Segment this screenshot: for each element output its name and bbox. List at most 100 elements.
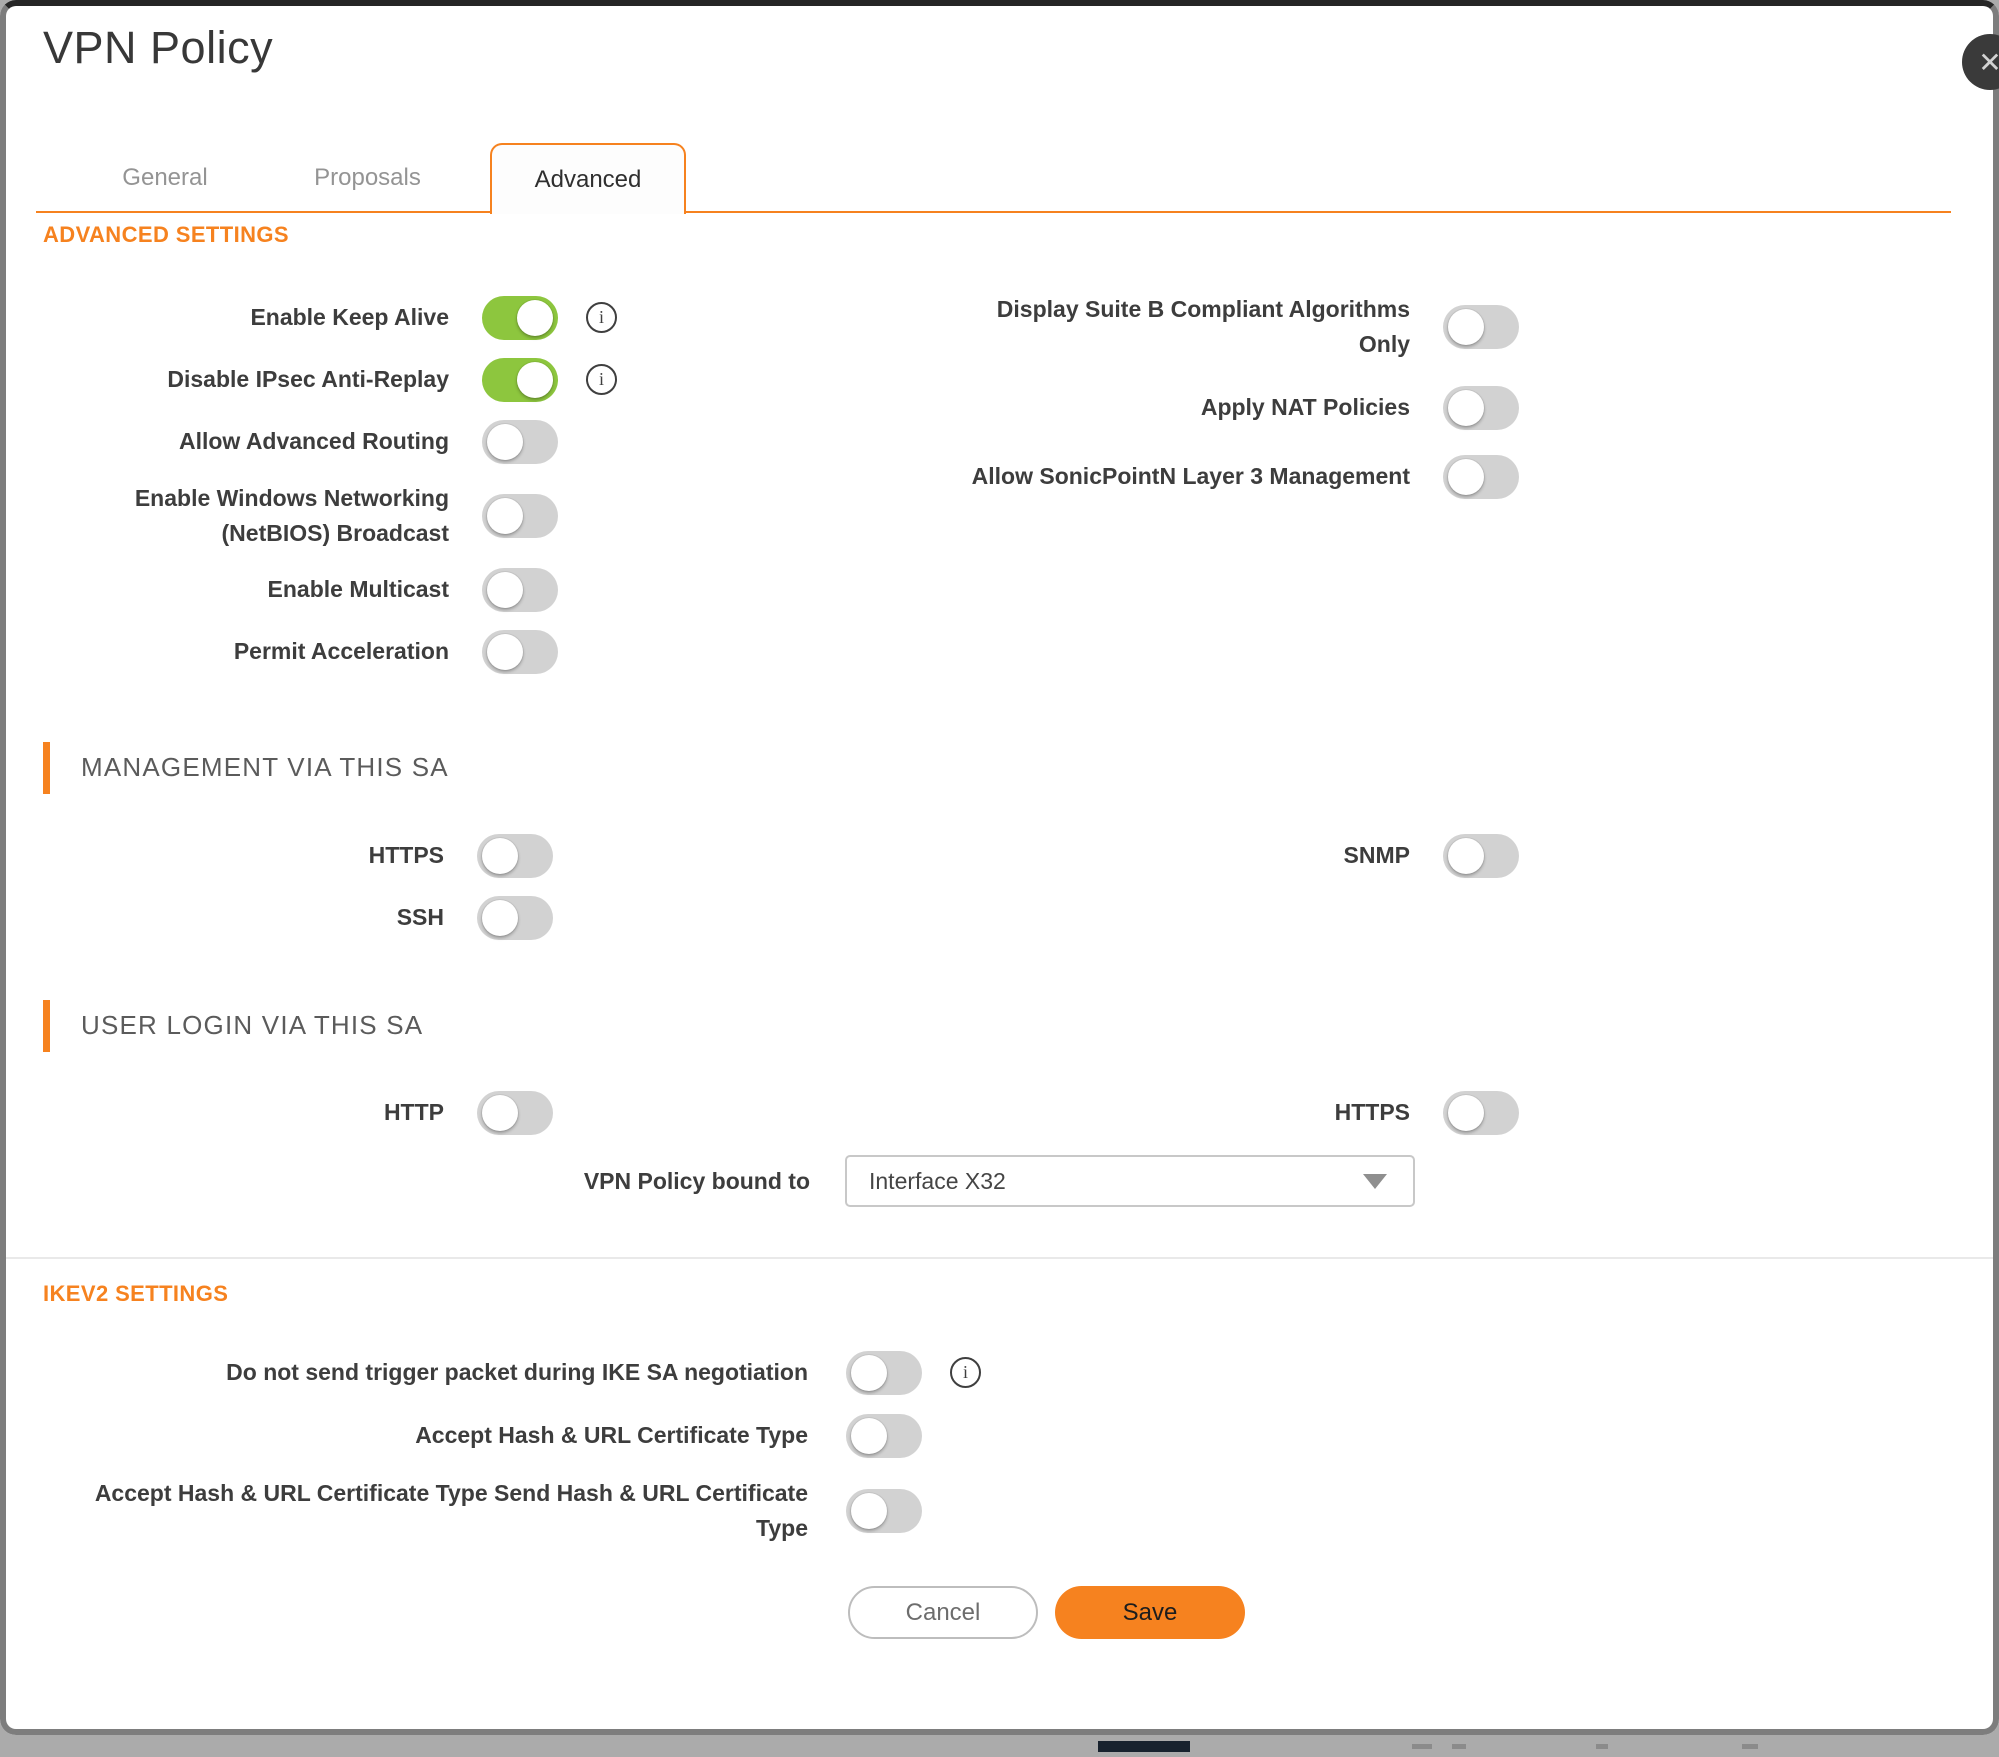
toggle-row: Do not send trigger packet during IKE SA… [43,1350,982,1395]
accept-hash-url-cert-toggle[interactable] [846,1413,922,1458]
toggle-label: Display Suite B Compliant Algorithms Onl… [996,296,1410,357]
toggle-label: Disable IPsec Anti-Replay [167,366,449,393]
user-login-sa-section-heading: USER LOGIN VIA THIS SA [43,1000,643,1052]
toggle-label: Enable Keep Alive [250,304,449,331]
toggle-row: Accept Hash & URL Certificate Type Send … [43,1476,982,1545]
user-login-https-toggle[interactable] [1443,1090,1519,1135]
advanced-settings-left-column: Enable Keep Alive i Disable IPsec Anti-R… [43,295,618,691]
advanced-settings-heading: ADVANCED SETTINGS [43,222,289,247]
management-sa-left-column: HTTPS SSH [43,833,553,957]
management-sa-section-heading: MANAGEMENT VIA THIS SA [43,742,643,794]
section-accent-bar [43,1000,50,1052]
toggle-label: SSH [396,904,444,931]
toggle-knob [1448,308,1484,345]
management-sa-right-column: SNMP [968,833,1519,895]
display-suite-b-toggle[interactable] [1443,304,1519,349]
toggle-label: HTTPS [368,842,444,869]
toggle-row: HTTP [43,1090,553,1135]
tab-proposals[interactable]: Proposals [314,164,421,191]
close-button[interactable]: ✕ [1962,34,1999,90]
toggle-row: Allow Advanced Routing [43,419,618,464]
allow-advanced-routing-toggle[interactable] [482,419,558,464]
toggle-row: Permit Acceleration [43,629,618,674]
toggle-label: Accept Hash & URL Certificate Type Send … [94,1480,808,1541]
toggle-label: SNMP [1343,842,1410,869]
user-login-right-column: HTTPS [968,1090,1519,1152]
management-snmp-toggle[interactable] [1443,833,1519,878]
ikev2-settings-heading: IKEV2 SETTINGS [43,1281,229,1306]
toggle-row: Disable IPsec Anti-Replay i [43,357,618,402]
save-button[interactable]: Save [1055,1586,1245,1639]
toggle-row: Allow SonicPointN Layer 3 Management [968,454,1519,499]
info-icon[interactable]: i [586,364,617,395]
vpn-policy-bound-row: VPN Policy bound to Interface X32 [43,1155,1415,1207]
toggle-row: Enable Windows Networking (NetBIOS) Broa… [43,481,618,550]
toggle-row: Enable Keep Alive i [43,295,618,340]
background-artifact [1596,1744,1608,1749]
chevron-down-icon [1363,1173,1387,1189]
background-artifact [1742,1744,1758,1749]
toggle-knob [851,1354,887,1391]
toggle-row: Enable Multicast [43,567,618,612]
toggle-knob [1448,837,1484,874]
toggle-label: Enable Windows Networking (NetBIOS) Broa… [134,485,449,546]
background-artifact [1452,1744,1466,1749]
toggle-knob [851,1492,887,1529]
close-icon: ✕ [1978,46,1999,78]
toggle-label: Permit Acceleration [233,638,449,665]
toggle-knob [487,633,523,670]
toggle-label: Enable Multicast [267,576,449,603]
toggle-row: HTTPS [968,1090,1519,1135]
allow-sonicpointn-toggle[interactable] [1443,454,1519,499]
apply-nat-policies-toggle[interactable] [1443,385,1519,430]
toggle-row: SNMP [968,833,1519,878]
toggle-knob [1448,458,1484,495]
toggle-label: HTTP [383,1099,444,1126]
toggle-label: Accept Hash & URL Certificate Type [415,1422,808,1449]
tab-advanced[interactable]: Advanced [490,143,686,214]
toggle-knob [1448,1094,1484,1131]
toggle-label: Allow Advanced Routing [178,428,449,455]
toggle-label: Apply NAT Policies [1200,394,1410,421]
toggle-knob [487,497,523,534]
cancel-button[interactable]: Cancel [848,1586,1038,1639]
toggle-label: Do not send trigger packet during IKE SA… [226,1359,808,1386]
toggle-knob [1448,389,1484,426]
vpn-policy-bound-label: VPN Policy bound to [583,1167,810,1194]
toggle-knob [517,299,553,336]
management-https-toggle[interactable] [477,833,553,878]
ikev2-settings-rows: Do not send trigger packet during IKE SA… [43,1350,982,1563]
enable-windows-networking-toggle[interactable] [482,493,558,538]
enable-keep-alive-toggle[interactable] [482,295,558,340]
info-icon[interactable]: i [586,302,617,333]
user-login-left-column: HTTP [43,1090,553,1152]
management-ssh-toggle[interactable] [477,895,553,940]
toggle-knob [851,1417,887,1454]
accept-send-hash-url-cert-toggle[interactable] [846,1488,922,1533]
info-icon[interactable]: i [950,1357,981,1388]
toggle-row: Apply NAT Policies [968,385,1519,430]
background-page-sliver [1098,1741,1190,1752]
section-accent-bar [43,742,50,794]
toggle-row: SSH [43,895,553,940]
toggle-knob [482,1094,518,1131]
toggle-knob [517,361,553,398]
dropdown-selected-value: Interface X32 [869,1167,1006,1194]
tab-underline [36,211,1951,213]
tab-general[interactable]: General [122,164,208,191]
no-trigger-packet-toggle[interactable] [846,1350,922,1395]
toggle-row: Accept Hash & URL Certificate Type [43,1413,982,1458]
toggle-label: Allow SonicPointN Layer 3 Management [971,463,1410,490]
background-artifact [1412,1744,1432,1749]
advanced-settings-right-column: Display Suite B Compliant Algorithms Onl… [968,292,1519,523]
section-divider [0,1257,1999,1259]
vpn-policy-bound-dropdown[interactable]: Interface X32 [845,1155,1415,1207]
user-login-http-toggle[interactable] [477,1090,553,1135]
toggle-knob [482,837,518,874]
enable-multicast-toggle[interactable] [482,567,558,612]
disable-ipsec-anti-replay-toggle[interactable] [482,357,558,402]
permit-acceleration-toggle[interactable] [482,629,558,674]
toggle-knob [482,899,518,936]
page-title: VPN Policy [43,22,274,73]
toggle-knob [487,423,523,460]
